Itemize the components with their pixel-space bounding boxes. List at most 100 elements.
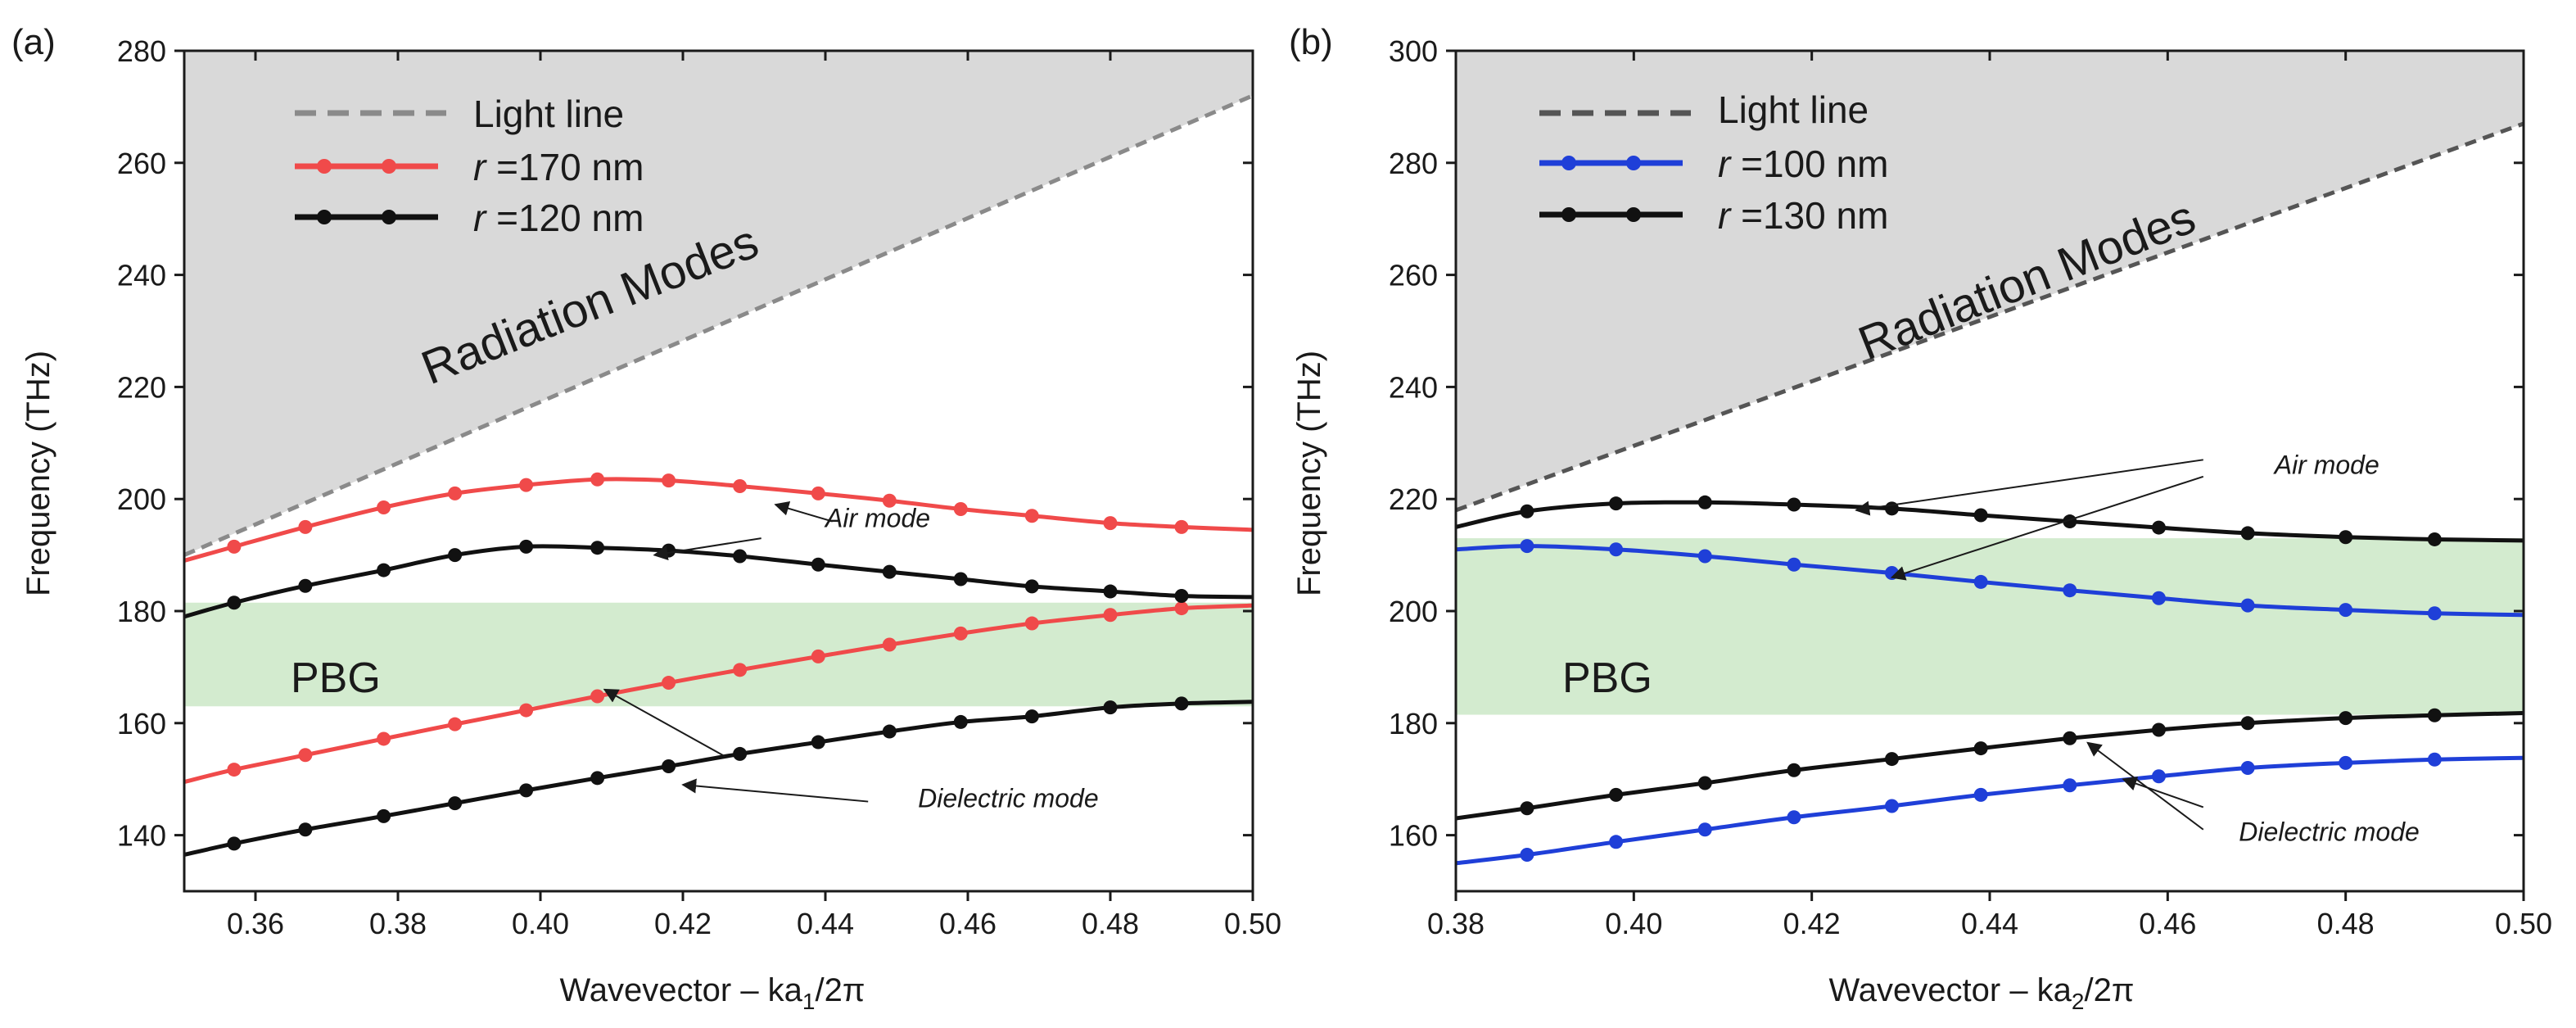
legend-r130-label: r =130 nm [1718, 194, 1888, 237]
data-point [1520, 848, 1534, 863]
panel-a: (a) 0.36 0.38 0.40 0.42 0.44 0.46 0.48 0.50 140 1… [11, 22, 1281, 1014]
y-tick-label: 200 [117, 482, 166, 516]
data-point [953, 714, 968, 729]
data-point [377, 500, 391, 514]
x-tick-label: 0.38 [369, 907, 427, 940]
plot-frame [183, 49, 1254, 893]
x-tick-label: 0.36 [227, 907, 284, 940]
legend-r100-swatch [1539, 156, 1683, 170]
data-point [1973, 574, 1988, 589]
data-point [953, 626, 968, 641]
panel-a-y-axis-title: Frequency (THz) [20, 351, 56, 596]
data-point [662, 543, 676, 558]
legend-r120-label: r =120 nm [473, 197, 644, 239]
data-point [2151, 520, 2166, 535]
data-point [2427, 606, 2442, 621]
data-point [1174, 696, 1189, 711]
y-tick-label: 240 [117, 259, 166, 292]
data-point [811, 735, 825, 749]
y-tick-label: 140 [117, 819, 166, 853]
data-point [227, 539, 242, 554]
x-tick-label: 0.40 [512, 907, 569, 940]
legend-light-line-label: Light line [1718, 88, 1869, 131]
panel-a-x-axis-title: Wavevector – ka1/2π [560, 972, 865, 1014]
data-point [2151, 591, 2166, 605]
legend-light-line-label: Light line [473, 93, 624, 135]
data-point [1973, 741, 1988, 756]
data-point [590, 689, 605, 704]
legend-r170-label: r =170 nm [473, 146, 644, 188]
data-point [733, 746, 748, 761]
data-point [298, 748, 313, 763]
panel-a-label: (a) [11, 22, 56, 62]
panel-b: (b) 0.38 0.40 0.42 0.44 0.46 0.48 0.50 160 180 20… [1289, 22, 2552, 1014]
dielectric-mode-label: Dielectric mode [2239, 817, 2420, 846]
panel-b-x-axis-title: Wavevector – ka2/2π [1829, 972, 2135, 1014]
data-point [377, 731, 391, 746]
data-point [2063, 731, 2077, 745]
data-point [1787, 497, 1801, 512]
legend-r170-swatch [295, 159, 438, 174]
data-point [2151, 769, 2166, 784]
annotation-arrow [653, 537, 762, 560]
annotation-arrow [2122, 777, 2204, 808]
data-point [882, 637, 897, 652]
x-tick-label: 0.50 [1224, 907, 1281, 940]
data-point [1103, 516, 1118, 531]
radiation-region [184, 51, 1253, 555]
dielectric-mode-label: Dielectric mode [918, 783, 1099, 813]
series-line-2 [183, 544, 1254, 619]
y-tick-label: 200 [1389, 595, 1438, 628]
panel-a-legend: Light line r =170 nm r =120 nm [295, 93, 644, 239]
data-point [1697, 495, 1712, 509]
annotation-arrow [1890, 475, 2204, 581]
data-point [2339, 711, 2353, 726]
data-point [2240, 761, 2255, 776]
data-point [1174, 519, 1189, 534]
x-tick-label: 0.48 [2317, 907, 2375, 940]
y-tick-label: 280 [1389, 147, 1438, 180]
data-point [227, 836, 242, 851]
y-tick-label: 220 [1389, 482, 1438, 516]
data-point [1787, 763, 1801, 777]
data-point [448, 548, 463, 563]
data-point [519, 703, 534, 718]
data-point [1609, 496, 1624, 511]
y-tick-label: 160 [117, 707, 166, 740]
data-point [662, 676, 676, 691]
data-point [298, 578, 313, 593]
x-tick-label: 0.42 [654, 907, 712, 940]
x-tick-label: 0.48 [1082, 907, 1139, 940]
data-point [1787, 810, 1801, 825]
data-point [953, 572, 968, 586]
data-point [377, 563, 391, 577]
y-tick-label: 160 [1389, 819, 1438, 853]
light-line [1455, 121, 2524, 513]
panel-b-y-axis-title: Frequency (THz) [1291, 351, 1327, 596]
annotation-arrow [681, 778, 869, 803]
pbg-label: PBG [291, 654, 381, 702]
data-point [1520, 504, 1534, 519]
air-mode-label: Air mode [824, 503, 930, 532]
pbg-band [1456, 538, 2524, 715]
data-point [733, 478, 748, 493]
data-point [227, 763, 242, 777]
data-point [2240, 598, 2255, 613]
y-tick-label: 180 [117, 595, 166, 628]
data-point [590, 541, 605, 555]
data-point [1973, 508, 1988, 523]
x-tick-label: 0.38 [1427, 907, 1485, 940]
data-point [1609, 542, 1624, 557]
data-point [882, 564, 897, 579]
data-point [811, 486, 825, 500]
data-point [1697, 776, 1712, 790]
data-point [953, 502, 968, 517]
y-tick-label: 220 [117, 370, 166, 404]
y-tick-label: 180 [1389, 707, 1438, 740]
data-point [519, 783, 534, 798]
x-tick-label: 0.46 [939, 907, 997, 940]
data-point [2427, 752, 2442, 767]
data-point [882, 493, 897, 508]
data-point [1103, 608, 1118, 623]
data-point [1024, 709, 1039, 724]
